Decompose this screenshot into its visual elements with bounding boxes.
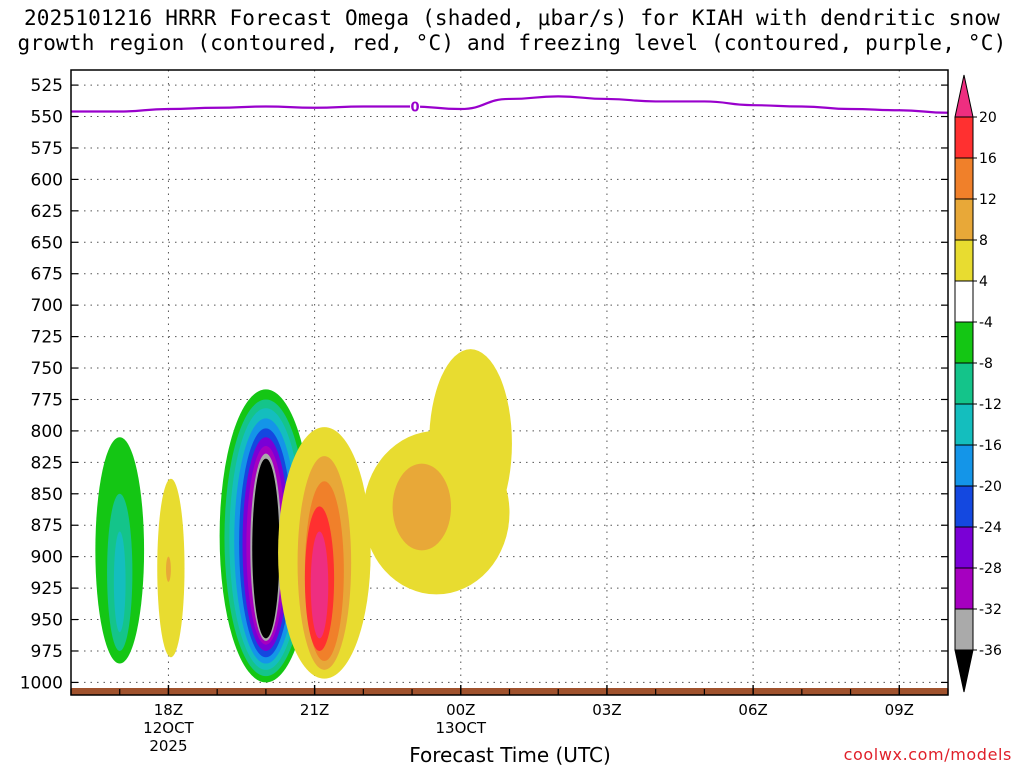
freezing-level-label: 0 <box>411 100 420 115</box>
y-tick-label: 575 <box>31 139 63 159</box>
colorbar-segment <box>954 198 974 241</box>
colorbar: 20 16 12 8 4 -4 -8 -12 -16 -20 -24 -28 -32 -36 <box>954 74 1002 693</box>
y-tick-label: 1000 <box>20 673 63 693</box>
y-tick-label: 550 <box>31 108 63 128</box>
colorbar-segment <box>954 403 974 446</box>
colorbar-label: -8 <box>979 356 993 372</box>
colorbar-label: 16 <box>979 151 997 167</box>
colorbar-label: -32 <box>979 602 1002 618</box>
y-tick-label: 600 <box>31 170 63 190</box>
y-tick-label: 900 <box>31 548 63 568</box>
y-tick-label: 950 <box>31 611 63 631</box>
credit-link[interactable]: coolwx.com/models <box>843 745 1012 764</box>
grid <box>71 70 948 695</box>
omega-region-21 <box>392 463 452 551</box>
colorbar-segment <box>954 362 974 405</box>
colorbar-segment <box>954 526 974 569</box>
colorbar-label: -16 <box>979 438 1002 454</box>
y-tick-label: 750 <box>31 359 63 379</box>
y-tick-label: 850 <box>31 485 63 505</box>
colorbar-label: -24 <box>979 520 1002 536</box>
x-tick-label: 21Z <box>300 701 329 719</box>
plot-frame <box>70 69 949 696</box>
omega-region-3 <box>157 478 185 658</box>
freezing-level-line <box>71 95 948 114</box>
omega-region-18 <box>310 531 329 639</box>
chart-title: 2025101216 HRRR Forecast Omega (shaded, … <box>17 6 1007 55</box>
x-tick-sublabel: 12OCT <box>143 719 194 737</box>
omega-shading <box>95 349 512 683</box>
colorbar-label: -36 <box>979 643 1002 659</box>
x-tick-sublabel: 2025 <box>149 737 187 755</box>
y-tick-label: 525 <box>31 76 63 96</box>
y-tick-label: 875 <box>31 516 63 536</box>
x-tick-label: 00Z <box>446 701 475 719</box>
x-axis-title: Forecast Time (UTC) <box>409 743 611 767</box>
colorbar-label: -12 <box>979 397 1002 413</box>
colorbar-segment <box>954 321 974 364</box>
x-tick-label: 03Z <box>592 701 621 719</box>
freezing-label-bg <box>410 99 421 113</box>
colorbar-segment <box>954 157 974 200</box>
colorbar-label: 20 <box>979 110 997 126</box>
x-tick-label: 06Z <box>738 701 767 719</box>
freezing-level-contour: 0 <box>71 95 948 115</box>
colorbar-segment <box>954 280 974 323</box>
y-tick-label: 725 <box>31 328 63 348</box>
colorbar-top-arrow <box>954 74 974 118</box>
x-tick-sublabel: 13OCT <box>436 719 487 737</box>
colorbar-segment <box>954 239 974 282</box>
y-tick-label: 700 <box>31 296 63 316</box>
y-tick-label: 775 <box>31 390 63 410</box>
omega-region-13 <box>252 458 280 639</box>
colorbar-segment <box>954 116 974 159</box>
y-tick-label: 800 <box>31 422 63 442</box>
y-tick-label: 975 <box>31 642 63 662</box>
omega-region-4 <box>166 556 171 582</box>
colorbar-segment <box>954 485 974 528</box>
colorbar-bottom-arrow <box>954 649 974 693</box>
colorbar-segment <box>954 608 974 651</box>
colorbar-label: 12 <box>979 192 997 208</box>
y-tick-label: 675 <box>31 265 63 285</box>
colorbar-segment <box>954 567 974 610</box>
x-tick-label: 09Z <box>885 701 914 719</box>
x-tick-label: 18Z <box>154 701 183 719</box>
colorbar-segment <box>954 444 974 487</box>
omega-region-20 <box>429 349 512 538</box>
colorbar-label: -20 <box>979 479 1002 495</box>
y-tick-label: 825 <box>31 453 63 473</box>
y-tick-label: 925 <box>31 579 63 599</box>
colorbar-label: 8 <box>979 233 988 249</box>
omega-region-2 <box>113 531 126 633</box>
colorbar-label: -28 <box>979 561 1002 577</box>
y-axis: 525 550 575 600 625 650 675 700 725 750 775 800 825 8… <box>20 76 948 693</box>
y-tick-label: 650 <box>31 233 63 253</box>
colorbar-label: -4 <box>979 315 993 331</box>
y-tick-label: 625 <box>31 202 63 222</box>
colorbar-label: 4 <box>979 274 988 290</box>
